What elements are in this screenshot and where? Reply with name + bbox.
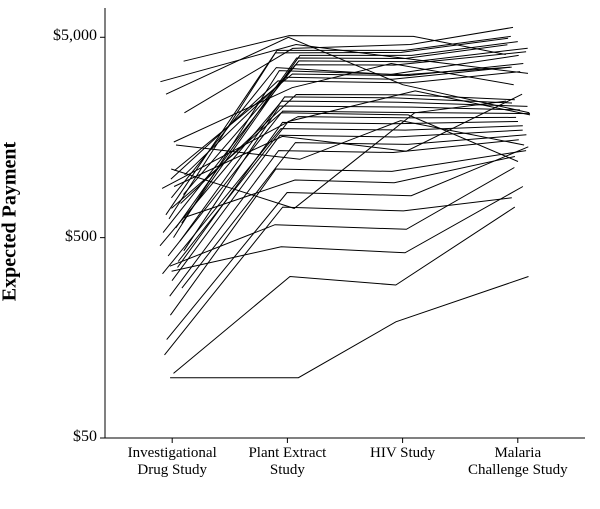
series-line <box>182 42 518 224</box>
y-tick-label: $5,000 <box>53 27 97 45</box>
x-category-label: Plant Extract Study <box>222 445 352 480</box>
x-category-label: Investigational Drug Study <box>107 445 237 480</box>
y-tick-label: $500 <box>65 228 97 246</box>
x-category-label: Malaria Challenge Study <box>453 445 583 480</box>
x-category-label: HIV Study <box>338 445 468 462</box>
series-line <box>167 147 529 340</box>
series-line <box>172 187 523 272</box>
series-line <box>184 36 506 62</box>
series-line <box>162 117 516 189</box>
series-line <box>170 151 526 316</box>
series-line <box>172 130 523 281</box>
series-line <box>174 207 515 373</box>
y-tick-label: $50 <box>73 428 97 446</box>
series-line <box>170 277 528 378</box>
series-line <box>174 67 512 238</box>
series-line <box>170 168 515 267</box>
series-line <box>181 95 515 204</box>
series-line <box>180 97 512 241</box>
